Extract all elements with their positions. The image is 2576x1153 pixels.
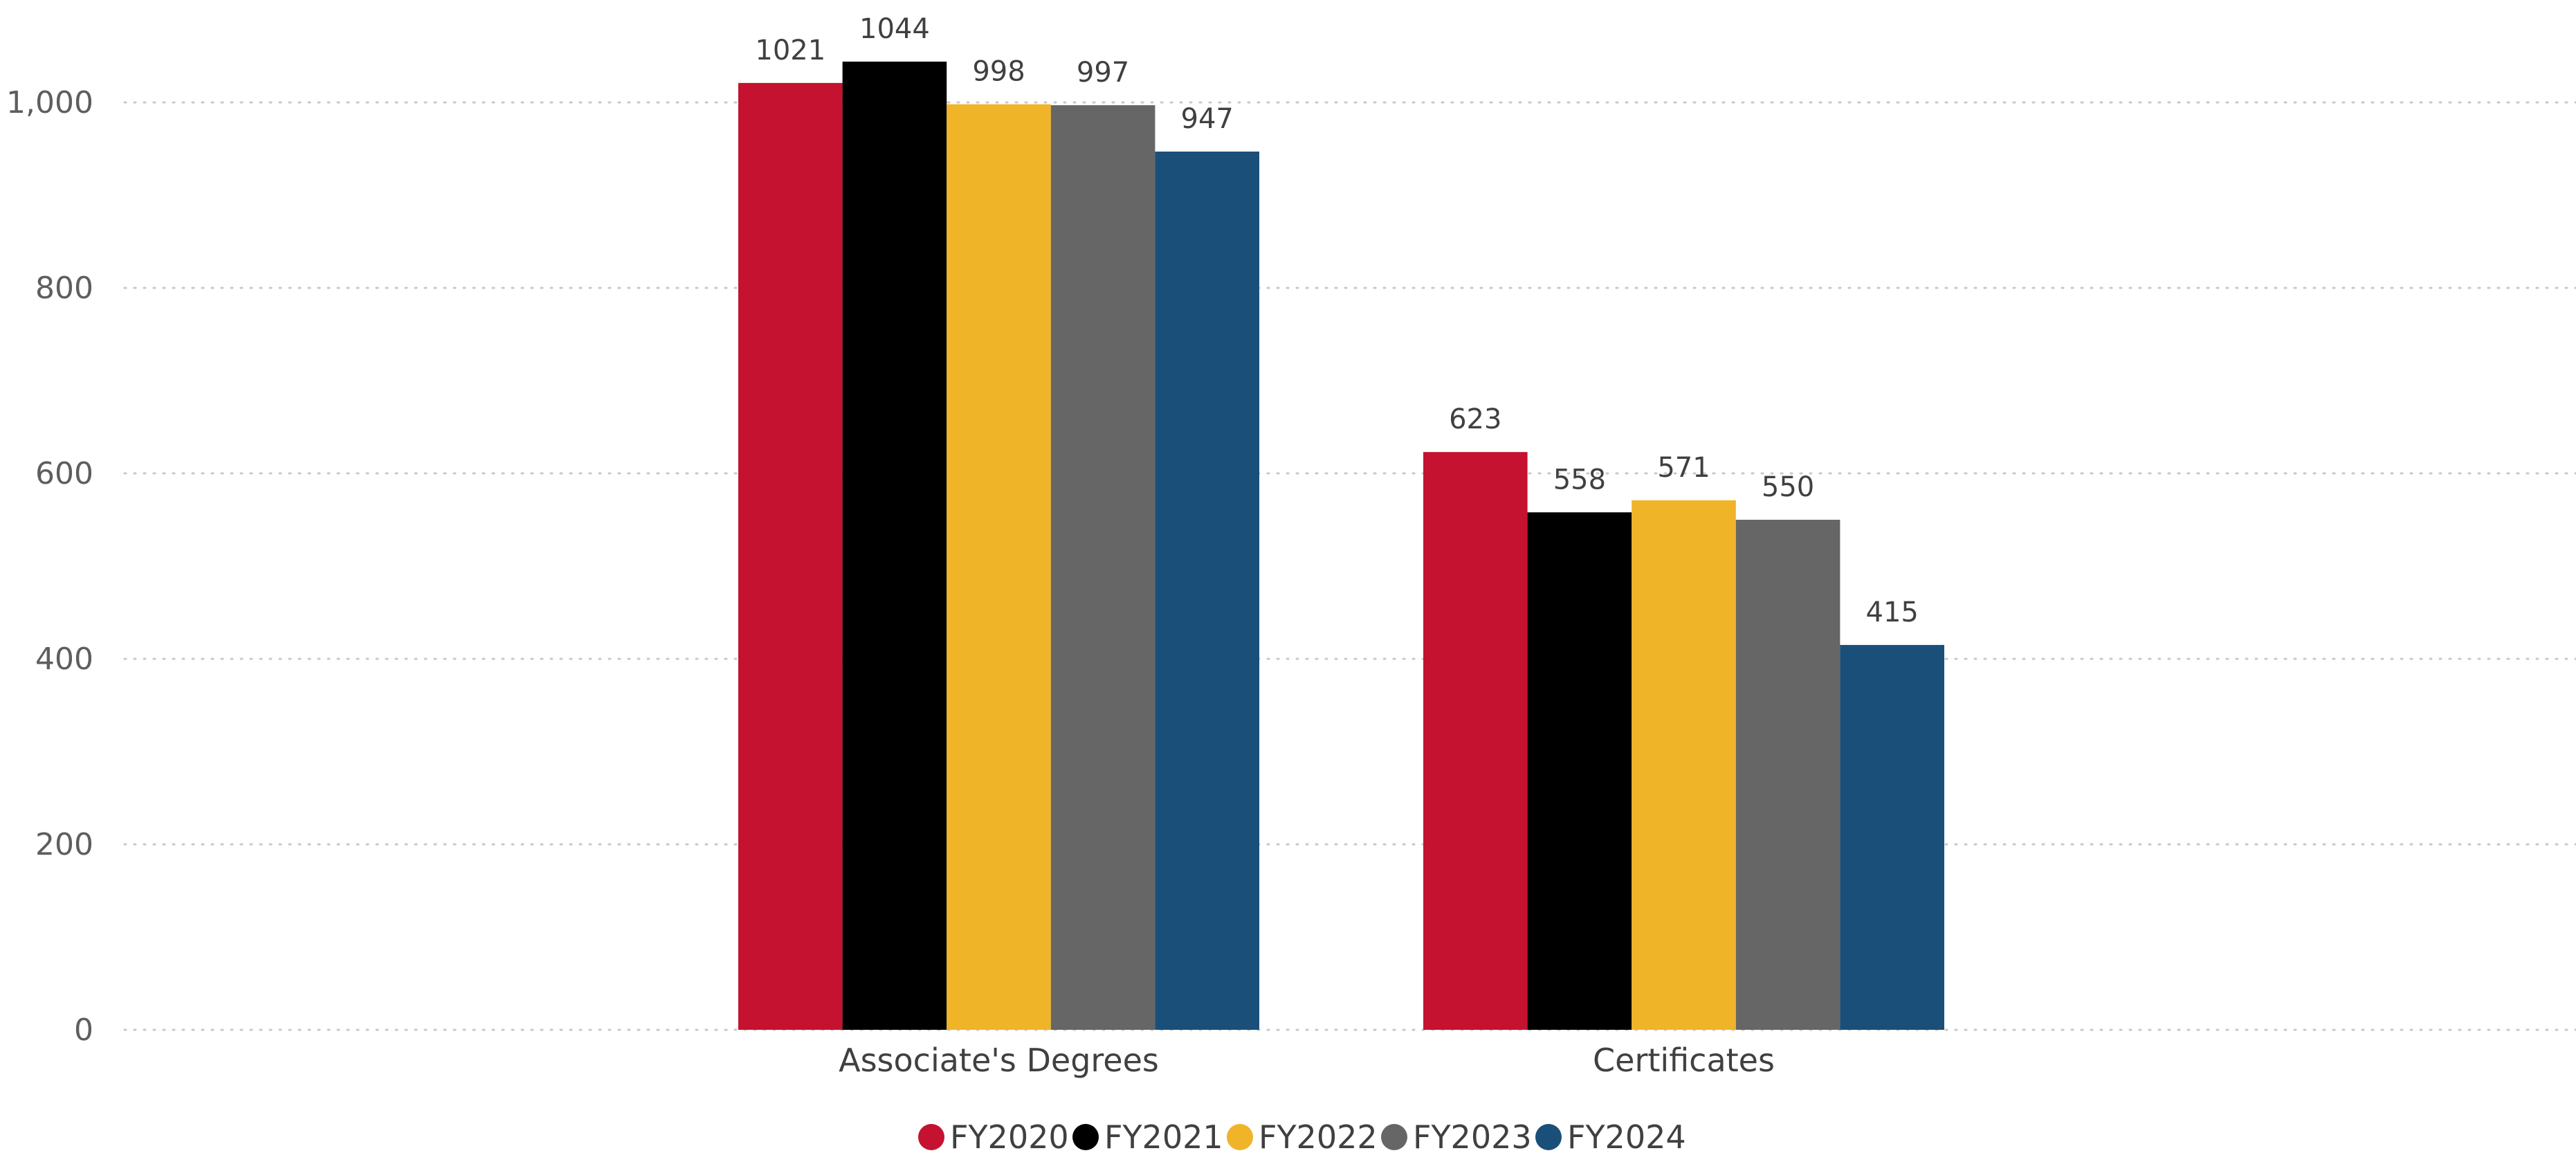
legend-item-fy2023[interactable]: FY2023 bbox=[1381, 1118, 1532, 1153]
legend-item-fy2022[interactable]: FY2022 bbox=[1227, 1118, 1378, 1153]
x-axis-categories: Associate's Degrees Certificates bbox=[839, 1042, 1775, 1079]
legend-item-fy2024[interactable]: FY2024 bbox=[1535, 1118, 1686, 1153]
category-label: Associate's Degrees bbox=[839, 1042, 1159, 1079]
y-tick-label: 0 bbox=[74, 1013, 93, 1048]
bar[interactable] bbox=[1840, 644, 1944, 1030]
data-label: 415 bbox=[1866, 597, 1919, 628]
data-label: 998 bbox=[972, 56, 1025, 88]
data-label: 1021 bbox=[755, 35, 825, 66]
data-labels: 1021 1044 998 997 947 623 558 571 550 415 bbox=[755, 13, 1918, 628]
legend-marker bbox=[1072, 1124, 1099, 1150]
y-tick-label: 1,000 bbox=[6, 85, 93, 120]
bar[interactable] bbox=[1155, 152, 1259, 1030]
y-tick-label: 600 bbox=[35, 456, 93, 491]
legend-marker bbox=[1227, 1124, 1253, 1150]
bar[interactable] bbox=[947, 104, 1051, 1031]
legend-marker bbox=[1381, 1124, 1407, 1150]
data-label: 558 bbox=[1553, 464, 1606, 496]
y-tick-label: 200 bbox=[35, 827, 93, 862]
data-label: 1044 bbox=[859, 13, 930, 45]
data-label: 947 bbox=[1181, 103, 1234, 135]
legend-marker bbox=[1535, 1124, 1562, 1150]
y-tick-label: 400 bbox=[35, 642, 93, 677]
gridlines bbox=[123, 101, 2576, 1031]
bar[interactable] bbox=[1423, 452, 1528, 1030]
y-axis-ticks: 0 200 400 600 800 1,000 bbox=[6, 85, 93, 1048]
bar[interactable] bbox=[1632, 500, 1736, 1030]
legend[interactable]: FY2020 FY2021 FY2022 FY2023 FY2024 bbox=[918, 1118, 1686, 1153]
data-label: 997 bbox=[1077, 57, 1129, 89]
legend-label: FY2022 bbox=[1259, 1118, 1378, 1153]
legend-item-fy2021[interactable]: FY2021 bbox=[1072, 1118, 1223, 1153]
bar[interactable] bbox=[738, 82, 843, 1031]
category-label: Certificates bbox=[1593, 1042, 1775, 1079]
bar[interactable] bbox=[1735, 520, 1840, 1030]
legend-label: FY2023 bbox=[1413, 1118, 1532, 1153]
y-tick-label: 800 bbox=[35, 271, 93, 306]
bars bbox=[738, 62, 1944, 1031]
legend-marker bbox=[918, 1124, 944, 1150]
bar[interactable] bbox=[842, 62, 947, 1030]
data-label: 571 bbox=[1657, 452, 1710, 484]
legend-label: FY2024 bbox=[1567, 1118, 1686, 1153]
data-label: 623 bbox=[1449, 403, 1501, 435]
legend-label: FY2021 bbox=[1104, 1118, 1223, 1153]
data-label: 550 bbox=[1762, 471, 1814, 503]
legend-item-fy2020[interactable]: FY2020 bbox=[918, 1118, 1069, 1153]
legend-label: FY2020 bbox=[950, 1118, 1069, 1153]
bar[interactable] bbox=[1050, 105, 1155, 1030]
bar[interactable] bbox=[1527, 512, 1632, 1030]
